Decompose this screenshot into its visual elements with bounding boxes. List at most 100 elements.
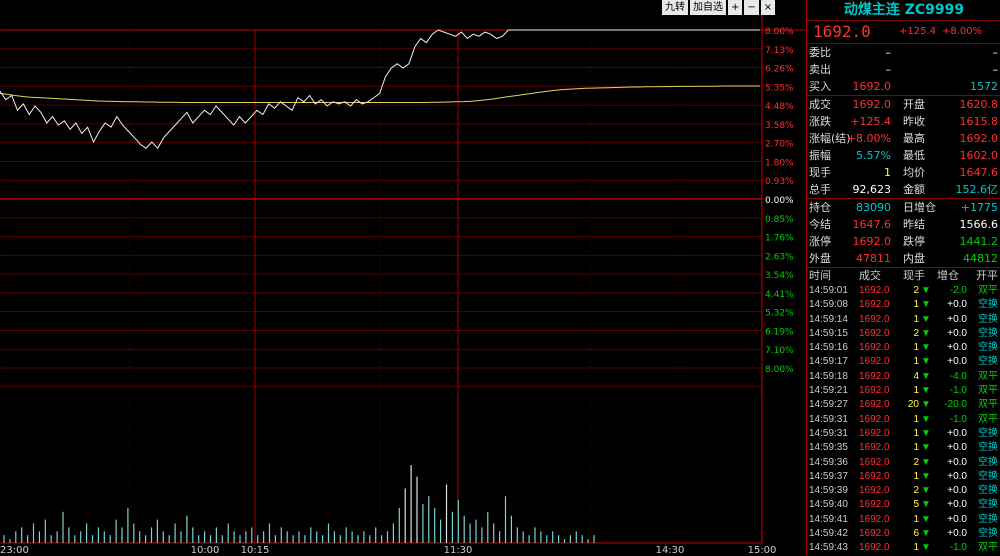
- average-price-line: [0, 85, 760, 103]
- quote-value: 1: [884, 166, 891, 179]
- tick-change: -1.0: [949, 542, 967, 554]
- tick-volume: 2: [913, 485, 919, 497]
- down-arrow-icon: ▼: [921, 342, 931, 354]
- x-tick-label: 23:00: [0, 545, 29, 555]
- intraday-chart[interactable]: 8.00% 7.13% 6.26% 5.35% 4.48% 3.58% 2.70% 1.80%…: [0, 0, 805, 555]
- tick-type: 空换: [978, 356, 998, 368]
- tick-header-time: 时间: [809, 269, 831, 282]
- quote-row: 现手 1 均价 1647.6: [807, 164, 1000, 181]
- tick-volume: 5: [913, 499, 919, 511]
- tick-type: 空换: [978, 442, 998, 454]
- quote-value: –: [885, 63, 892, 76]
- tick-volume: 6: [913, 528, 919, 540]
- tick-time: 14:59:27: [809, 399, 848, 411]
- quote-label: 最低: [903, 149, 925, 162]
- quote-row: 卖出 – –: [807, 61, 1000, 78]
- tick-volume: 1: [913, 299, 919, 311]
- tick-time: 14:59:39: [809, 485, 848, 497]
- tick-change: +0.0: [947, 342, 967, 354]
- tick-row[interactable]: 14:59:43 1692.0 1 ▼ -1.0 双平: [807, 541, 1000, 555]
- position-stats: 持仓 83090 日增仓 +1775 今结 1647.6 昨结 1566.6 涨停 1692.0 跌…: [807, 199, 1000, 267]
- tick-row[interactable]: 14:59:36 1692.0 2 ▼ +0.0 空换: [807, 456, 1000, 470]
- quote-value: +8.00%: [846, 132, 891, 145]
- tick-volume: 1: [913, 470, 919, 482]
- quote-value: 44812: [963, 252, 998, 265]
- tick-row[interactable]: 14:59:27 1692.0 20 ▼ -20.0 双平: [807, 398, 1000, 412]
- quote-value: –: [992, 63, 999, 76]
- tick-row[interactable]: 14:59:17 1692.0 1 ▼ +0.0 空换: [807, 355, 1000, 369]
- tick-header-vol: 现手: [903, 269, 925, 282]
- close-button[interactable]: ×: [760, 0, 776, 15]
- y-tick-label-top: 3.58%: [765, 121, 794, 131]
- tick-row[interactable]: 14:59:42 1692.0 6 ▼ +0.0 空换: [807, 527, 1000, 541]
- y-tick-label-bottom: 3.54%: [765, 271, 794, 281]
- tick-row[interactable]: 14:59:15 1692.0 2 ▼ +0.0 空换: [807, 327, 1000, 341]
- quote-value: 1620.8: [959, 98, 999, 111]
- tick-volume: 1: [913, 356, 919, 368]
- tick-row[interactable]: 14:59:14 1692.0 1 ▼ +0.0 空换: [807, 313, 1000, 327]
- zoom-out-button[interactable]: −: [744, 0, 759, 15]
- down-arrow-icon: ▼: [921, 299, 931, 311]
- tick-type: 空换: [978, 342, 998, 354]
- tick-time: 14:59:01: [809, 285, 848, 296]
- tick-list[interactable]: 14:59:01 1692.0 2 ▼ -2.0 双平 14:59:08 1692.0 1 ▼ +0…: [807, 284, 1000, 556]
- tick-price: 1692.0: [859, 385, 890, 397]
- add-favorite-button[interactable]: 加自选: [690, 0, 726, 15]
- tick-row[interactable]: 14:59:37 1692.0 1 ▼ +0.0 空换: [807, 470, 1000, 484]
- tick-row[interactable]: 14:59:40 1692.0 5 ▼ +0.0 空换: [807, 498, 1000, 512]
- tick-change: -1.0: [949, 385, 967, 397]
- y-tick-label-bottom: 2.63%: [765, 252, 794, 262]
- quote-value: –: [992, 46, 999, 59]
- tick-change: -4.0: [949, 370, 967, 382]
- last-price: 1692.0: [813, 22, 871, 41]
- quote-label: 买入: [809, 80, 831, 93]
- tick-time: 14:59:08: [809, 299, 848, 311]
- tick-row[interactable]: 14:59:35 1692.0 1 ▼ +0.0 空换: [807, 441, 1000, 455]
- x-tick-label: 11:30: [444, 545, 473, 555]
- quote-label: 日增仓: [903, 201, 936, 214]
- down-arrow-icon: ▼: [921, 470, 931, 482]
- tick-row[interactable]: 14:59:21 1692.0 1 ▼ -1.0 双平: [807, 384, 1000, 398]
- tick-price: 1692.0: [859, 499, 890, 511]
- quote-label: 涨幅(结): [809, 132, 851, 145]
- quote-label: 委比: [809, 46, 831, 59]
- tick-time: 14:59:16: [809, 342, 848, 354]
- down-arrow-icon: ▼: [921, 528, 931, 540]
- tick-time: 14:59:21: [809, 385, 848, 397]
- y-tick-label-bottom: 0.85%: [765, 215, 794, 225]
- tick-price: 1692.0: [859, 513, 890, 525]
- x-tick-label: 10:00: [191, 545, 220, 555]
- tick-volume: 20: [907, 399, 919, 411]
- quote-row: 外盘 47811 内盘 44812: [807, 250, 1000, 267]
- down-arrow-icon: ▼: [921, 442, 931, 454]
- quote-value: 1692.0: [852, 80, 892, 93]
- tick-type: 空换: [978, 456, 998, 468]
- quote-row: 涨跌 +125.4 昨收 1615.8: [807, 113, 1000, 130]
- quote-value: 1647.6: [959, 166, 999, 179]
- tick-type: 空换: [978, 485, 998, 497]
- tick-row[interactable]: 14:59:31 1692.0 1 ▼ -1.0 双平: [807, 413, 1000, 427]
- quote-label: 均价: [903, 166, 925, 179]
- down-arrow-icon: ▼: [921, 513, 931, 525]
- tick-row[interactable]: 14:59:01 1692.0 2 ▼ -2.0 双平: [807, 284, 1000, 298]
- tick-row[interactable]: 14:59:08 1692.0 1 ▼ +0.0 空换: [807, 298, 1000, 312]
- zoom-in-button[interactable]: +: [728, 0, 743, 15]
- nine-turn-button[interactable]: 九转: [662, 0, 688, 15]
- tick-row[interactable]: 14:59:16 1692.0 1 ▼ +0.0 空换: [807, 341, 1000, 355]
- quote-row: 涨幅(结) +8.00% 最高 1692.0: [807, 130, 1000, 147]
- tick-price: 1692.0: [859, 528, 890, 540]
- tick-row[interactable]: 14:59:39 1692.0 2 ▼ +0.0 空换: [807, 484, 1000, 498]
- y-tick-label-top: 0.00%: [765, 196, 794, 206]
- quote-value: 83090: [856, 201, 891, 214]
- tick-time: 14:59:43: [809, 542, 848, 554]
- tick-row[interactable]: 14:59:18 1692.0 4 ▼ -4.0 双平: [807, 370, 1000, 384]
- tick-row[interactable]: 14:59:31 1692.0 1 ▼ +0.0 空换: [807, 427, 1000, 441]
- quote-label: 外盘: [809, 252, 831, 265]
- chart-grid: [0, 0, 805, 544]
- tick-type: 双平: [978, 542, 998, 554]
- y-tick-label-bottom: 6.19%: [765, 327, 794, 337]
- quote-label: 昨结: [903, 218, 925, 231]
- tick-row[interactable]: 14:59:41 1692.0 1 ▼ +0.0 空换: [807, 513, 1000, 527]
- tick-price: 1692.0: [859, 370, 890, 382]
- quote-value: +125.4: [850, 115, 891, 128]
